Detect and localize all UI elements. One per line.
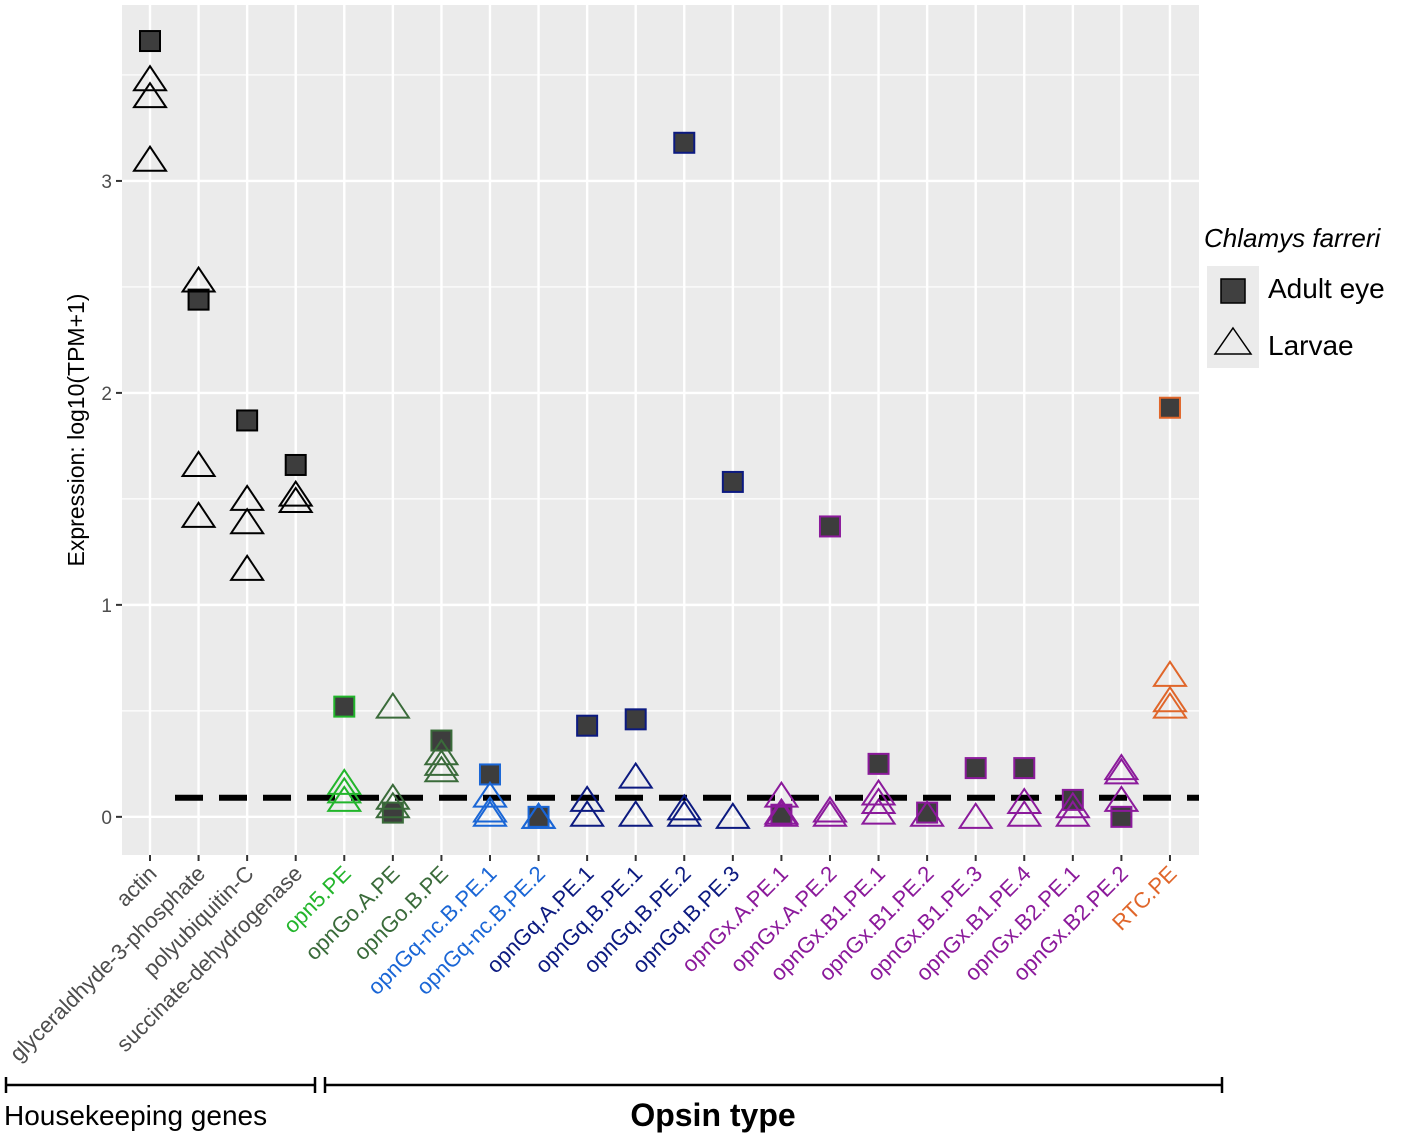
larvae-point bbox=[472, 780, 508, 808]
y-axis: 0 1 2 3 bbox=[101, 172, 122, 829]
data-points bbox=[132, 30, 1188, 829]
larvae-point bbox=[714, 802, 751, 829]
larvae-point bbox=[277, 479, 314, 507]
larvae-point bbox=[569, 785, 605, 812]
adult-eye-point bbox=[624, 708, 647, 731]
larvae-point bbox=[180, 501, 217, 528]
grid-lines bbox=[122, 5, 1199, 855]
housekeeping-genes-label: Housekeeping genes bbox=[4, 1100, 267, 1131]
larvae-point bbox=[423, 749, 460, 776]
adult-eye-point bbox=[333, 695, 356, 718]
larvae-point bbox=[180, 265, 217, 293]
x-tick-label: glyceraldhyde-3-phosphate bbox=[5, 861, 210, 1066]
larvae-point bbox=[1103, 753, 1140, 781]
larvae-point bbox=[229, 554, 266, 581]
adult-eye-point bbox=[139, 30, 161, 53]
larvae-point bbox=[132, 81, 168, 109]
larvae-point bbox=[617, 799, 654, 827]
adult-eye-point bbox=[1158, 396, 1181, 419]
legend: Chlamys farreri Adult eye Larvae bbox=[1204, 223, 1385, 368]
larvae-point bbox=[763, 797, 800, 825]
adult-eye-point bbox=[964, 757, 987, 780]
x-axis-title: Opsin type bbox=[630, 1097, 795, 1133]
larvae-point bbox=[423, 738, 460, 766]
larvae-point bbox=[860, 787, 897, 815]
adult-eye-point bbox=[478, 763, 501, 786]
y-tick-label: 0 bbox=[101, 808, 112, 829]
adult-eye-point bbox=[381, 801, 404, 824]
adult-eye-point bbox=[770, 803, 793, 826]
legend-adult-eye-key bbox=[1220, 278, 1246, 304]
larvae-point bbox=[1006, 787, 1043, 815]
larvae-point bbox=[666, 799, 703, 827]
larvae-point bbox=[472, 799, 508, 827]
larvae-point bbox=[860, 797, 897, 825]
larvae-point bbox=[1103, 785, 1140, 812]
adult-eye-point bbox=[673, 131, 696, 154]
larvae-point bbox=[1054, 799, 1091, 827]
larvae-point bbox=[326, 785, 363, 812]
larvae-point bbox=[617, 761, 654, 789]
adult-eye-point bbox=[187, 288, 210, 311]
adult-eye-point bbox=[1013, 757, 1036, 780]
adult-eye-point bbox=[527, 805, 550, 828]
larvae-point bbox=[1006, 799, 1043, 827]
larvae-point bbox=[1152, 691, 1188, 719]
larvae-point bbox=[812, 799, 848, 827]
adult-eye-point bbox=[284, 453, 307, 476]
larvae-point bbox=[132, 144, 168, 172]
adult-eye-point bbox=[867, 752, 890, 775]
larvae-point bbox=[277, 486, 314, 514]
larvae-point bbox=[326, 768, 363, 795]
y-axis-label: Expression: log10(TPM+1) bbox=[63, 294, 89, 567]
adult-eye-point bbox=[1061, 788, 1084, 811]
larvae-point bbox=[423, 755, 460, 783]
larvae-point bbox=[326, 776, 363, 804]
legend-larvae-key bbox=[1213, 326, 1253, 355]
adult-eye-point bbox=[576, 714, 599, 737]
adult-eye-point bbox=[818, 515, 841, 538]
larvae-point bbox=[180, 450, 217, 477]
larvae-point bbox=[374, 791, 411, 819]
group-brackets: Housekeeping genes Opsin type bbox=[4, 1077, 1224, 1133]
legend-title: Chlamys farreri bbox=[1204, 223, 1381, 253]
panel-background bbox=[122, 5, 1199, 855]
x-axis: actinglyceraldhyde-3-phosphatepolyubiqui… bbox=[5, 855, 1182, 1066]
larvae-point bbox=[763, 780, 800, 808]
y-tick-label: 2 bbox=[101, 384, 112, 405]
larvae-point bbox=[860, 778, 897, 806]
larvae-point bbox=[909, 799, 945, 827]
y-tick-label: 3 bbox=[101, 172, 112, 193]
larvae-point bbox=[132, 64, 168, 92]
adult-eye-point bbox=[1110, 805, 1133, 828]
larvae-point bbox=[1152, 685, 1188, 713]
legend-adult-eye-label: Adult eye bbox=[1268, 273, 1385, 304]
larvae-point bbox=[520, 802, 557, 829]
larvae-point bbox=[812, 795, 848, 823]
larvae-point bbox=[1054, 791, 1091, 819]
larvae-point bbox=[229, 507, 266, 535]
larvae-point bbox=[569, 799, 605, 827]
adult-eye-point bbox=[236, 409, 259, 432]
larvae-point bbox=[763, 799, 800, 827]
y-tick-label: 1 bbox=[101, 596, 112, 617]
larvae-point bbox=[666, 793, 703, 821]
larvae-point bbox=[374, 782, 411, 810]
adult-eye-point bbox=[721, 470, 744, 493]
larvae-point bbox=[957, 802, 994, 829]
larvae-point bbox=[1103, 757, 1140, 785]
larvae-point bbox=[374, 691, 411, 719]
larvae-point bbox=[472, 795, 508, 823]
legend-larvae-label: Larvae bbox=[1268, 330, 1354, 361]
